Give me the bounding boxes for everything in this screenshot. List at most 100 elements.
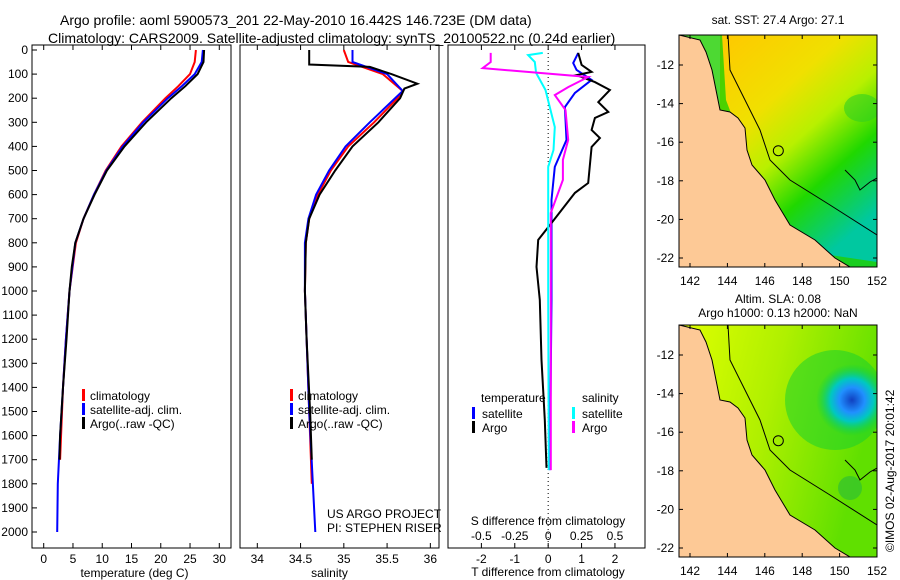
lon-tick-label: 142 <box>680 274 700 288</box>
legend-label-sal-argo: Argo <box>582 421 608 435</box>
series-line-satellite-adj-clim- <box>303 50 405 533</box>
sst-map: 142 144 146 148 150 152 -12 -14 -16 -18 -20 -22 sat… <box>657 13 888 288</box>
panel-frame-3 <box>447 44 646 549</box>
lon-tick-label: 144 <box>717 564 737 578</box>
title-line-1: Argo profile: aoml 5900573_201 22-May-20… <box>60 12 532 28</box>
legend-label-sal-satellite: satellite <box>582 407 623 421</box>
legend-label-argo: Argo(..raw -QC) <box>90 417 175 431</box>
x-tick-label: 36 <box>424 552 438 566</box>
lon-tick-label: 142 <box>680 564 700 578</box>
panel-frame-1 <box>31 44 232 549</box>
lat-tick-label: -20 <box>657 212 675 226</box>
legend-swatch-temp-argo <box>472 421 475 433</box>
legend-label-satellite: satellite-adj. clim. <box>298 403 390 417</box>
lon-tick-label: 146 <box>755 274 775 288</box>
depth-tick-label: 1200 <box>1 332 28 346</box>
x-axis-label: salinity <box>311 566 348 580</box>
x-tick-label: 10 <box>96 552 110 566</box>
lon-tick-label: 146 <box>755 564 775 578</box>
x2-tick-label: 0 <box>545 529 552 543</box>
x2-axis-label: S difference from climatology <box>471 514 626 528</box>
x-axis-label: T difference from climatology <box>471 565 625 579</box>
x-tick-label: 30 <box>213 552 227 566</box>
depth-tick-label: 400 <box>8 139 28 153</box>
argo-position-marker <box>772 145 784 157</box>
series-line-argo-raw-qc- <box>58 49 206 460</box>
legend-swatch-sal-satellite <box>572 407 575 419</box>
lon-tick-label: 152 <box>867 274 887 288</box>
x-axis-label: temperature (deg C) <box>80 566 188 580</box>
x-tick-label: 20 <box>154 552 168 566</box>
panel-frame-2 <box>239 44 440 549</box>
depth-tick-label: 1800 <box>1 477 28 491</box>
lat-tick-label: -14 <box>657 387 675 401</box>
sla-map-title: Altim. SLA: 0.08 <box>735 292 821 306</box>
depth-tick-label: 2000 <box>1 525 28 539</box>
lon-tick-label: 144 <box>717 274 737 288</box>
legend-swatch-climatology <box>82 389 85 401</box>
legend-swatch-sal-argo <box>572 421 575 433</box>
land-australia <box>679 35 851 267</box>
lat-tick-label: -20 <box>657 502 675 516</box>
depth-tick-label: 1100 <box>2 308 28 322</box>
lon-tick-label: 148 <box>792 564 812 578</box>
legend-swatch-temp-satellite <box>472 407 475 419</box>
lat-tick-label: -22 <box>657 251 675 265</box>
lon-tick-label: 150 <box>830 274 850 288</box>
sst-map-title: sat. SST: 27.4 Argo: 27.1 <box>712 13 845 27</box>
legend-label-satellite: satellite-adj. clim. <box>90 403 182 417</box>
x2-tick-label: 0.25 <box>570 529 594 543</box>
lon-tick-label: 150 <box>830 564 850 578</box>
lat-tick-label: -12 <box>657 348 675 362</box>
lat-tick-label: -18 <box>657 464 675 478</box>
series-line-satellite-adj-clim- <box>56 49 204 533</box>
legend-title-salinity: salinity <box>582 391 619 405</box>
x-tick-label: 0 <box>545 552 552 566</box>
x-tick-label: 34 <box>251 552 265 566</box>
legend-label-climatology: climatology <box>90 389 150 403</box>
depth-tick-label: 1400 <box>1 380 28 394</box>
x-tick-label: -2 <box>476 552 487 566</box>
argo-position-marker <box>772 435 784 447</box>
x2-tick-label: 0.5 <box>607 529 624 543</box>
x-tick-label: 25 <box>183 552 197 566</box>
legend-label-argo: Argo(..raw -QC) <box>298 417 383 431</box>
lon-tick-label: 148 <box>792 274 812 288</box>
lat-tick-label: -16 <box>657 425 675 439</box>
title-line-2: Climatology: CARS2009. Satellite-adjuste… <box>48 30 615 46</box>
pi-credit: PI: STEPHEN RISER <box>327 521 442 535</box>
x2-tick-label: -0.5 <box>471 529 492 543</box>
sla-map-subtitle: Argo h1000: 0.13 h2000: NaN <box>698 306 857 320</box>
series-line-salinity-satellite <box>526 51 556 471</box>
imos-stamp: ©IMOS 02-Aug-2017 20:01:42 <box>883 389 897 552</box>
depth-tick-label: 100 <box>8 67 28 81</box>
x2-tick-label: -0.25 <box>501 529 529 543</box>
lat-tick-label: -14 <box>657 97 675 111</box>
legend-swatch-satellite <box>82 403 85 415</box>
land-australia <box>679 325 851 557</box>
lat-tick-label: -18 <box>657 174 675 188</box>
series-line-salinity-argo <box>480 52 592 471</box>
depth-tick-label: 800 <box>8 236 28 250</box>
lat-tick-label: -22 <box>657 541 675 555</box>
depth-tick-label: 1300 <box>1 356 28 370</box>
depth-tick-label: 600 <box>8 188 28 202</box>
depth-tick-label: 0 <box>21 43 28 57</box>
x-tick-label: 1 <box>578 552 585 566</box>
legend-label-climatology: climatology <box>298 389 358 403</box>
x-tick-label: 34.5 <box>289 552 313 566</box>
depth-tick-label: 1000 <box>1 284 28 298</box>
depth-tick-label: 500 <box>8 164 28 178</box>
x-tick-label: 15 <box>125 552 139 566</box>
legend-swatch-argo <box>82 417 85 429</box>
x-tick-label: 5 <box>70 552 77 566</box>
project-credit: US ARGO PROJECT <box>327 507 442 521</box>
legend-label-temp-argo: Argo <box>482 421 508 435</box>
depth-tick-label: 900 <box>8 260 28 274</box>
legend-swatch-satellite <box>290 403 293 415</box>
series-line-argo-raw-qc- <box>303 50 421 460</box>
depth-tick-label: 300 <box>8 115 28 129</box>
depth-tick-label: 700 <box>8 212 28 226</box>
depth-tick-label: 1500 <box>1 405 28 419</box>
